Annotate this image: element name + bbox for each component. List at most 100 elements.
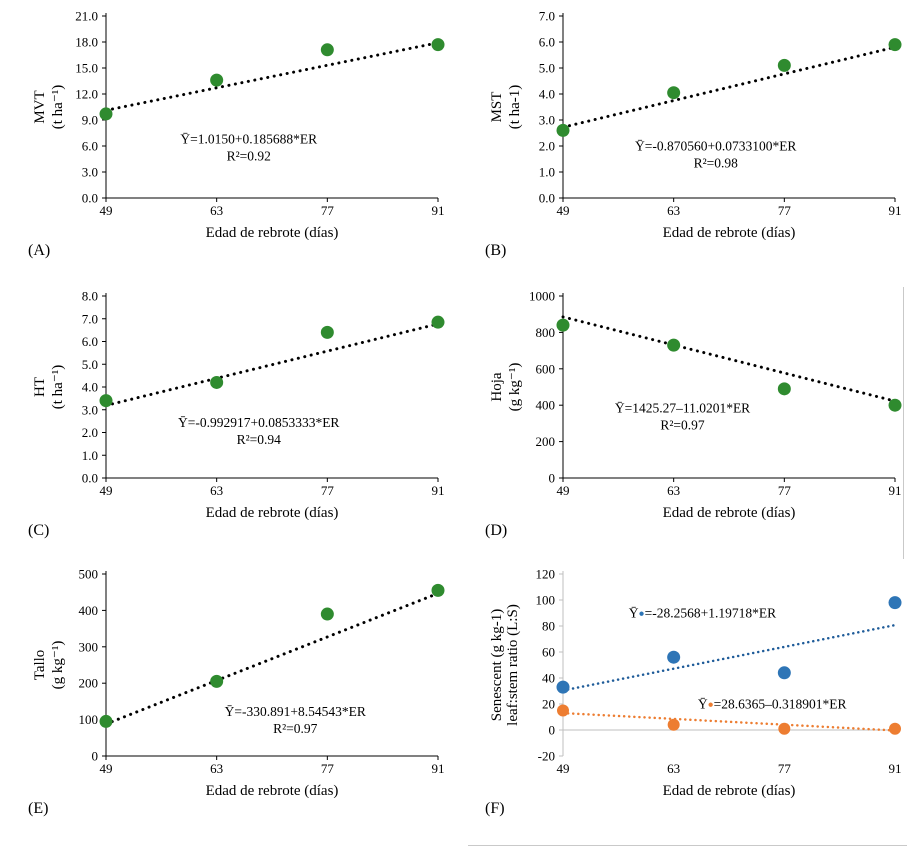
svg-text:Ȳ=-0.870560+0.0733100*ER: Ȳ=-0.870560+0.0733100*ER: [635, 139, 796, 154]
svg-text:77: 77: [778, 203, 792, 218]
svg-text:HT: HT: [32, 377, 48, 397]
svg-text:Ȳ●=-28.2568+1.19718*ER: Ȳ●=-28.2568+1.19718*ER: [629, 606, 776, 621]
svg-text:0.0: 0.0: [82, 471, 98, 486]
svg-text:200: 200: [536, 434, 556, 449]
svg-text:300: 300: [79, 639, 99, 654]
svg-text:120: 120: [536, 567, 556, 582]
svg-text:1.0: 1.0: [539, 165, 555, 180]
svg-text:100: 100: [536, 593, 556, 608]
svg-text:R²=0.92: R²=0.92: [227, 148, 271, 163]
svg-text:Edad de rebrote (días): Edad de rebrote (días): [206, 783, 339, 798]
svg-text:91: 91: [432, 483, 445, 498]
svg-text:1000: 1000: [529, 289, 555, 304]
svg-text:91: 91: [432, 761, 445, 776]
svg-text:100: 100: [79, 712, 99, 727]
svg-text:49: 49: [557, 483, 570, 498]
chart-panel-b: 0.0 1.0 2.0 3.0 4.0 5.0 6.0 7.0 49 63 77 91 Edad de …: [485, 6, 907, 268]
svg-text:9.0: 9.0: [82, 113, 98, 128]
svg-text:77: 77: [321, 761, 335, 776]
svg-text:(t ha⁻¹): (t ha⁻¹): [50, 365, 66, 409]
svg-text:500: 500: [79, 567, 99, 582]
panel-label-f: (F): [485, 800, 505, 817]
panel-label-b: (B): [485, 242, 507, 259]
svg-text:77: 77: [321, 203, 335, 218]
chart-e-plot: 0 100 200 300 400 500 49 63 77 91 Edad de rebrote …: [32, 567, 445, 798]
svg-text:21.0: 21.0: [75, 9, 98, 24]
svg-text:63: 63: [667, 761, 680, 776]
border-line-horizontal: [468, 845, 907, 846]
panel-label-c: (C): [28, 522, 50, 539]
svg-text:49: 49: [557, 761, 570, 776]
svg-text:15.0: 15.0: [75, 61, 98, 76]
svg-text:R²=0.98: R²=0.98: [694, 156, 739, 171]
svg-text:80: 80: [542, 619, 555, 634]
svg-text:R²=0.97: R²=0.97: [660, 417, 705, 432]
svg-text:leaf:stem ratio (L:S): leaf:stem ratio (L:S): [505, 604, 521, 726]
svg-text:Edad de rebrote (días): Edad de rebrote (días): [663, 783, 796, 798]
svg-text:R²=0.94: R²=0.94: [237, 432, 282, 447]
svg-text:40: 40: [542, 671, 555, 686]
svg-text:18.0: 18.0: [75, 35, 98, 50]
svg-text:3.0: 3.0: [82, 402, 98, 417]
svg-text:77: 77: [321, 483, 335, 498]
chart-panel-e: 0 100 200 300 400 500 49 63 77 91 Edad de rebrote …: [28, 564, 458, 826]
svg-text:200: 200: [79, 676, 99, 691]
svg-text:91: 91: [889, 483, 902, 498]
svg-text:63: 63: [210, 203, 223, 218]
svg-text:1.0: 1.0: [82, 448, 98, 463]
svg-text:5.0: 5.0: [539, 61, 555, 76]
chart-d-plot: 0 200 400 600 800 1000 49 63 77 91 Edad de rebrote…: [489, 289, 902, 520]
svg-text:(t ha-1): (t ha-1): [507, 85, 523, 130]
svg-text:Ȳ=1.0150+0.185688*ER: Ȳ=1.0150+0.185688*ER: [180, 131, 317, 146]
svg-text:49: 49: [100, 761, 113, 776]
chart-f-plot: -20 0 20 40 60 80 100 120 49 63 77 91 Edad de rebrot…: [489, 567, 902, 798]
chart-c-plot: 0.0 1.0 2.0 3.0 4.0 5.0 6.0 7.0 8.0 49 63 77 91 Edad …: [32, 289, 445, 520]
svg-text:4.0: 4.0: [539, 87, 555, 102]
svg-text:91: 91: [889, 203, 902, 218]
svg-text:Ȳ=-0.992917+0.0853333*ER: Ȳ=-0.992917+0.0853333*ER: [178, 415, 339, 430]
svg-text:8.0: 8.0: [82, 289, 98, 304]
svg-text:6.0: 6.0: [82, 334, 98, 349]
svg-text:Edad de rebrote (días): Edad de rebrote (días): [663, 505, 796, 520]
svg-text:60: 60: [542, 645, 555, 660]
svg-text:5.0: 5.0: [82, 357, 98, 372]
svg-text:Ȳ=-330.891+8.54543*ER: Ȳ=-330.891+8.54543*ER: [225, 704, 366, 719]
svg-text:12.0: 12.0: [75, 87, 98, 102]
svg-text:63: 63: [667, 203, 680, 218]
svg-text:800: 800: [536, 325, 556, 340]
svg-text:Edad de rebrote (días): Edad de rebrote (días): [206, 505, 339, 520]
svg-text:MVT: MVT: [32, 90, 48, 123]
svg-text:0: 0: [549, 471, 556, 486]
svg-text:(g kg⁻¹): (g kg⁻¹): [50, 641, 66, 690]
svg-text:-20: -20: [538, 749, 555, 764]
svg-text:49: 49: [100, 483, 113, 498]
svg-text:63: 63: [210, 761, 223, 776]
svg-text:77: 77: [778, 761, 792, 776]
svg-text:0.0: 0.0: [539, 191, 555, 206]
svg-text:Tallo: Tallo: [32, 650, 48, 681]
svg-text:91: 91: [889, 761, 902, 776]
panel-label-a: (A): [28, 242, 51, 259]
svg-text:Ȳ●=28.6365–0.318901*ER: Ȳ●=28.6365–0.318901*ER: [698, 697, 847, 712]
svg-text:R²=0.97: R²=0.97: [273, 721, 318, 736]
svg-text:7.0: 7.0: [539, 9, 555, 24]
svg-text:20: 20: [542, 697, 555, 712]
chart-panel-d: 0 200 400 600 800 1000 49 63 77 91 Edad de rebrote…: [485, 286, 907, 548]
svg-text:2.0: 2.0: [539, 139, 555, 154]
svg-text:400: 400: [536, 398, 556, 413]
chart-panel-c: 0.0 1.0 2.0 3.0 4.0 5.0 6.0 7.0 8.0 49 63 77 91 Edad …: [28, 286, 458, 548]
chart-panel-f: -20 0 20 40 60 80 100 120 49 63 77 91 Edad de rebrot…: [485, 564, 907, 826]
svg-text:91: 91: [432, 203, 445, 218]
svg-text:0: 0: [549, 723, 556, 738]
svg-text:(g kg⁻¹): (g kg⁻¹): [507, 363, 523, 412]
svg-text:63: 63: [210, 483, 223, 498]
svg-text:600: 600: [536, 361, 556, 376]
chart-a-plot: 0.0 3.0 6.0 9.0 12.0 15.0 18.0 21.0 49 63 77 91 Edad…: [32, 9, 445, 240]
chart-panel-a: 0.0 3.0 6.0 9.0 12.0 15.0 18.0 21.0 49 63 77 91 Edad…: [28, 6, 458, 268]
svg-text:Edad de rebrote (días): Edad de rebrote (días): [206, 225, 339, 240]
svg-text:Ȳ=1425.27–11.0201*ER: Ȳ=1425.27–11.0201*ER: [615, 400, 750, 415]
border-line-vertical: [903, 287, 904, 559]
panel-label-d: (D): [485, 522, 508, 539]
svg-text:MST: MST: [489, 92, 505, 123]
svg-text:77: 77: [778, 483, 792, 498]
